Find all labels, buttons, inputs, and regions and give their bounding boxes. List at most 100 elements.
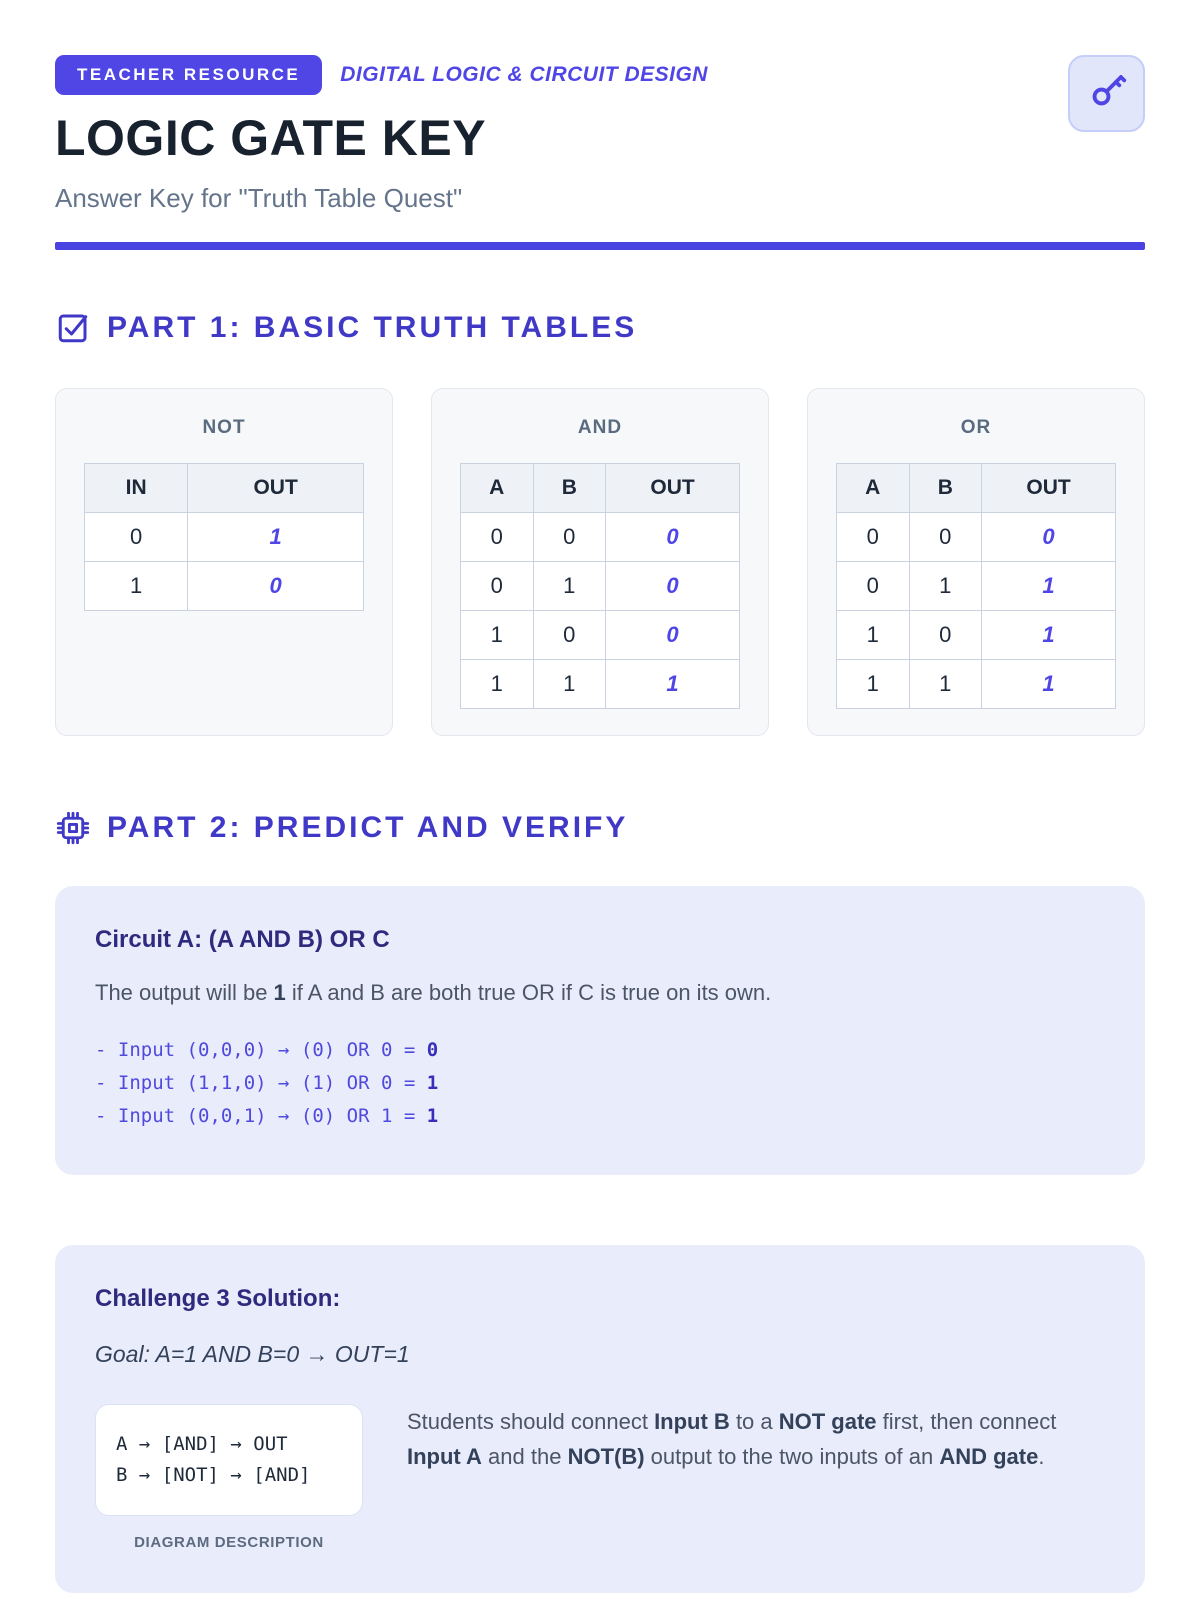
challenge-3-title: Challenge 3 Solution: [95, 1285, 341, 1312]
answer-cell: 1 [187, 512, 364, 562]
column-header: OUT [981, 463, 1116, 513]
body-text: The output will be [95, 980, 274, 1005]
divider-rule [55, 242, 1145, 250]
code-result: 1 [426, 1072, 439, 1094]
part2-heading: PART 2: PREDICT AND VERIFY [55, 810, 1145, 846]
input-cell: 1 [836, 610, 910, 660]
circuit-diagram-box: A → [AND] → OUT B → [NOT] → [AND] [95, 1404, 363, 1516]
verification-code-block: - Input (0,0,0) → (0) OR 0 = 0 - Input (… [95, 1034, 1105, 1133]
input-cell: 0 [836, 561, 910, 611]
body-text: to a [729, 1409, 779, 1434]
code-text: - Input (0,0,0) → (0) OR 0 = [95, 1039, 427, 1061]
body-text: and the [481, 1444, 568, 1469]
answer-cell: 0 [605, 610, 740, 660]
input-cell: 0 [83, 512, 189, 562]
challenge-content-row: A → [AND] → OUT B → [NOT] → [AND] DIAGRA… [95, 1404, 1105, 1551]
answer-cell: 1 [981, 659, 1116, 709]
input-cell: 1 [460, 610, 534, 660]
input-cell: 0 [908, 512, 983, 562]
diagram-line: A → [AND] → OUT [116, 1433, 288, 1455]
code-line: - Input (0,0,0) → (0) OR 0 = 0 [95, 1034, 1105, 1067]
code-line: - Input (0,0,1) → (0) OR 1 = 1 [95, 1100, 1105, 1133]
badge-row: TEACHER RESOURCE DIGITAL LOGIC & CIRCUIT… [55, 55, 708, 95]
table-row: 0 1 0 [460, 561, 740, 611]
table-row: 1 0 0 [460, 610, 740, 660]
input-cell: 1 [532, 659, 607, 709]
key-icon [1085, 69, 1129, 118]
table-row: 1 0 [83, 561, 364, 611]
gate-card-and: AND A B OUT 0 0 0 [431, 388, 769, 736]
input-cell: 0 [532, 610, 607, 660]
circuit-a-title: Circuit A: (A AND B) OR C [95, 926, 390, 953]
answer-cell: 1 [981, 610, 1116, 660]
part1-heading: PART 1: BASIC TRUTH TABLES [55, 310, 1145, 346]
diagram-line: B → [NOT] → [AND] [116, 1464, 311, 1486]
body-text: . [1038, 1444, 1045, 1469]
table-row: 1 0 1 [836, 610, 1116, 660]
table-row: 1 1 1 [460, 659, 740, 709]
gate-name: AND [577, 417, 623, 438]
header: TEACHER RESOURCE DIGITAL LOGIC & CIRCUIT… [55, 55, 1145, 214]
cpu-chip-icon [55, 810, 91, 846]
input-cell: 1 [908, 659, 983, 709]
code-line: - Input (1,1,0) → (1) OR 0 = 1 [95, 1067, 1105, 1100]
input-cell: 1 [908, 561, 983, 611]
challenge-goal: Goal: A=1 AND B=0 → OUT=1 [95, 1341, 410, 1367]
table-row: 0 0 0 [460, 512, 740, 562]
circuit-a-card: Circuit A: (A AND B) OR C The output wil… [55, 886, 1145, 1175]
answer-cell: 0 [605, 561, 740, 611]
gate-card-or: OR A B OUT 0 0 0 0 [807, 388, 1145, 736]
column-header: OUT [187, 463, 364, 513]
diagram-description-label: DIAGRAM DESCRIPTION [134, 1534, 324, 1551]
table-header-row: A B OUT [836, 463, 1116, 513]
answer-cell: 0 [981, 512, 1116, 562]
input-cell: 0 [836, 512, 910, 562]
input-cell: 0 [908, 610, 983, 660]
column-header: IN [83, 463, 189, 513]
or-truth-table: A B OUT 0 0 0 0 1 1 [836, 463, 1116, 709]
part2-title: PART 2: PREDICT AND VERIFY [107, 811, 629, 844]
column-header: A [460, 463, 534, 513]
category-label: DIGITAL LOGIC & CIRCUIT DESIGN [340, 63, 708, 86]
header-left: TEACHER RESOURCE DIGITAL LOGIC & CIRCUIT… [55, 55, 708, 214]
truth-tables-row: NOT IN OUT 0 1 1 0 [55, 388, 1145, 736]
code-text: - Input (1,1,0) → (1) OR 0 = [95, 1072, 427, 1094]
circuit-a-description: The output will be 1 if A and B are both… [95, 980, 1105, 1006]
gate-name: NOT [202, 417, 246, 438]
code-text: - Input (0,0,1) → (0) OR 1 = [95, 1105, 427, 1127]
table-row: 0 1 [83, 512, 364, 562]
input-cell: 1 [532, 561, 607, 611]
table-row: 1 1 1 [836, 659, 1116, 709]
body-bold: AND gate [939, 1444, 1039, 1469]
body-bold: Input A [407, 1444, 482, 1469]
page-title: LOGIC GATE KEY [55, 110, 487, 166]
code-result: 1 [426, 1105, 439, 1127]
diagram-column: A → [AND] → OUT B → [NOT] → [AND] DIAGRA… [95, 1404, 363, 1551]
not-truth-table: IN OUT 0 1 1 0 [83, 463, 364, 611]
key-icon-box [1068, 55, 1145, 132]
body-text: if A and B are both true OR if C is true… [285, 980, 772, 1005]
part1-title: PART 1: BASIC TRUTH TABLES [107, 311, 638, 344]
table-row: 0 1 1 [836, 561, 1116, 611]
body-text: first, then connect [876, 1409, 1057, 1434]
column-header: OUT [605, 463, 740, 513]
column-header: A [836, 463, 910, 513]
input-cell: 0 [460, 561, 534, 611]
and-truth-table: A B OUT 0 0 0 0 1 0 [460, 463, 740, 709]
answer-cell: 1 [981, 561, 1116, 611]
body-text: Students should connect [407, 1409, 655, 1434]
answer-cell: 1 [605, 659, 740, 709]
column-header: B [908, 463, 983, 513]
body-bold: 1 [273, 980, 286, 1005]
answer-cell: 0 [605, 512, 740, 562]
code-result: 0 [426, 1039, 439, 1061]
input-cell: 1 [83, 561, 189, 611]
challenge-explanation: Students should connect Input B to a NOT… [407, 1404, 1105, 1474]
input-cell: 0 [460, 512, 534, 562]
checkbox-check-icon [55, 310, 91, 346]
body-text: output to the two inputs of an [644, 1444, 940, 1469]
table-row: 0 0 0 [836, 512, 1116, 562]
gate-name: OR [960, 417, 992, 438]
input-cell: 1 [460, 659, 534, 709]
table-header-row: A B OUT [460, 463, 740, 513]
